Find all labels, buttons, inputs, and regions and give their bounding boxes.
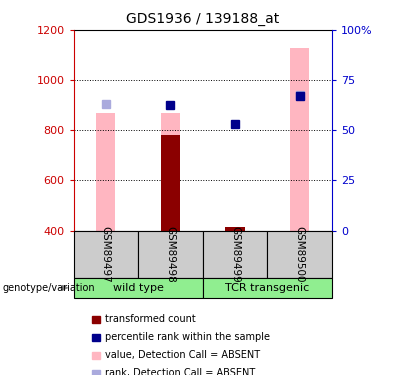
Text: TCR transgenic: TCR transgenic bbox=[225, 283, 310, 293]
Text: genotype/variation: genotype/variation bbox=[2, 283, 95, 293]
Bar bbox=[225, 227, 244, 231]
Text: wild type: wild type bbox=[113, 283, 163, 293]
Text: percentile rank within the sample: percentile rank within the sample bbox=[105, 332, 270, 342]
Text: rank, Detection Call = ABSENT: rank, Detection Call = ABSENT bbox=[105, 368, 255, 375]
Bar bbox=[161, 113, 180, 231]
Title: GDS1936 / 139188_at: GDS1936 / 139188_at bbox=[126, 12, 279, 26]
Text: GSM89500: GSM89500 bbox=[294, 226, 304, 282]
Bar bbox=[96, 113, 116, 231]
Bar bbox=[290, 48, 309, 231]
Bar bbox=[161, 135, 180, 231]
Text: GSM89498: GSM89498 bbox=[165, 226, 176, 282]
Text: GSM89499: GSM89499 bbox=[230, 226, 240, 282]
Text: GSM89497: GSM89497 bbox=[101, 226, 111, 282]
Text: value, Detection Call = ABSENT: value, Detection Call = ABSENT bbox=[105, 350, 260, 360]
Text: transformed count: transformed count bbox=[105, 314, 196, 324]
